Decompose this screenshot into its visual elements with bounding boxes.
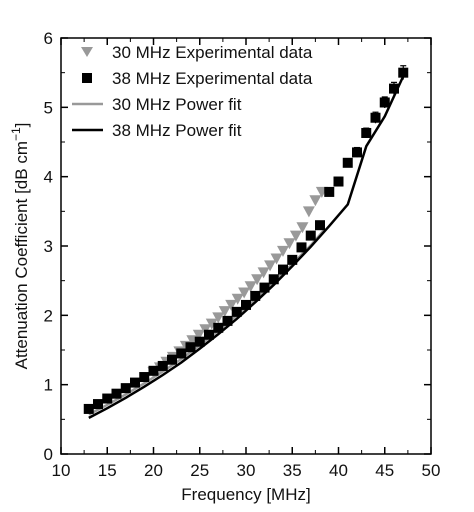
data-point-38mhz <box>130 377 140 388</box>
data-point-38mhz <box>342 157 353 168</box>
data-point-30mhz <box>192 329 205 341</box>
x-tick-label: 40 <box>329 461 348 480</box>
x-tick-label: 45 <box>375 461 394 480</box>
data-point-30mhz <box>264 260 277 272</box>
data-point-38mhz <box>231 306 242 317</box>
y-axis-title-main: Attenuation Coefficient [dB cm <box>12 141 31 369</box>
x-tick-label: 30 <box>237 461 256 480</box>
data-point-38mhz <box>259 282 270 293</box>
x-tick-label: 10 <box>52 461 71 480</box>
y-tick-label: 0 <box>44 445 53 464</box>
data-point-30mhz <box>218 306 231 318</box>
data-point-38mhz <box>148 365 159 376</box>
data-point-30mhz <box>225 299 238 311</box>
data-point-38mhz <box>287 254 298 265</box>
data-point-30mhz <box>296 222 309 234</box>
data-point-38mhz <box>361 127 372 138</box>
y-tick-label: 3 <box>44 237 53 256</box>
data-point-30mhz <box>244 281 257 293</box>
legend: 30 MHz Experimental data 38 MHz Experime… <box>72 43 313 140</box>
data-point-38mhz <box>324 186 335 197</box>
data-point-38mhz <box>333 176 344 187</box>
x-tick-label: 25 <box>190 461 209 480</box>
data-point-38mhz <box>222 315 233 326</box>
data-point-30mhz <box>270 253 283 265</box>
data-point-38mhz <box>379 97 390 108</box>
data-point-30mhz <box>309 195 322 207</box>
y-axis-title-sup: −1 <box>9 127 23 141</box>
data-point-38mhz <box>204 329 214 340</box>
data-point-30mhz <box>277 245 289 257</box>
y-tick-label: 5 <box>44 98 53 117</box>
y-tick-label: 4 <box>44 168 53 187</box>
data-point-30mhz <box>257 267 270 279</box>
data-point-30mhz <box>251 274 264 286</box>
fit-line-series-3 <box>88 75 405 420</box>
legend-marker-38mhz-data <box>82 73 92 83</box>
data-point-38mhz <box>111 388 122 399</box>
y-axis-title-tail: ] <box>12 123 31 128</box>
data-point-38mhz <box>93 399 103 410</box>
data-point-38mhz <box>315 220 325 231</box>
data-point-30mhz <box>199 324 212 336</box>
data-point-38mhz <box>370 112 381 123</box>
data-point-38mhz <box>120 383 131 394</box>
x-tick-label: 20 <box>144 461 163 480</box>
data-point-30mhz <box>289 230 302 242</box>
y-tick-label: 1 <box>44 376 53 395</box>
x-tick-label: 35 <box>283 461 302 480</box>
data-points <box>83 65 409 414</box>
data-point-38mhz <box>352 147 362 158</box>
data-point-30mhz <box>283 238 296 250</box>
data-point-30mhz <box>205 318 218 330</box>
y-axis-title: Attenuation Coefficient [dB cm−1] <box>9 123 31 370</box>
data-point-38mhz <box>250 290 261 301</box>
data-point-38mhz <box>398 67 409 78</box>
data-point-38mhz <box>157 360 168 371</box>
data-point-38mhz <box>139 372 150 383</box>
data-point-38mhz <box>185 342 196 353</box>
data-point-38mhz <box>176 348 187 359</box>
legend-label-38mhz-data: 38 MHz Experimental data <box>112 69 313 88</box>
data-point-38mhz <box>83 403 94 414</box>
legend-label-30mhz-fit: 30 MHz Power fit <box>112 95 242 114</box>
data-point-38mhz <box>296 242 307 253</box>
data-point-30mhz <box>238 287 251 299</box>
data-point-38mhz <box>102 393 113 404</box>
legend-label-30mhz-data: 30 MHz Experimental data <box>112 43 313 62</box>
y-tick-label: 6 <box>44 29 53 48</box>
data-point-38mhz <box>213 322 224 333</box>
data-point-38mhz <box>194 336 205 347</box>
legend-marker-30mhz-data <box>81 47 93 57</box>
x-axis-title: Frequency [MHz] <box>181 485 310 504</box>
data-point-38mhz <box>389 83 399 94</box>
data-point-38mhz <box>305 230 316 241</box>
data-point-38mhz <box>167 354 177 365</box>
legend-label-38mhz-fit: 38 MHz Power fit <box>112 121 242 140</box>
data-point-38mhz <box>268 274 279 285</box>
x-tick-label: 15 <box>98 461 117 480</box>
y-tick-label: 2 <box>44 306 53 325</box>
data-point-38mhz <box>241 299 251 310</box>
data-point-30mhz <box>212 312 225 324</box>
data-point-30mhz <box>231 293 244 305</box>
data-point-38mhz <box>278 264 288 275</box>
data-point-30mhz <box>302 206 315 218</box>
x-tick-label: 50 <box>422 461 441 480</box>
